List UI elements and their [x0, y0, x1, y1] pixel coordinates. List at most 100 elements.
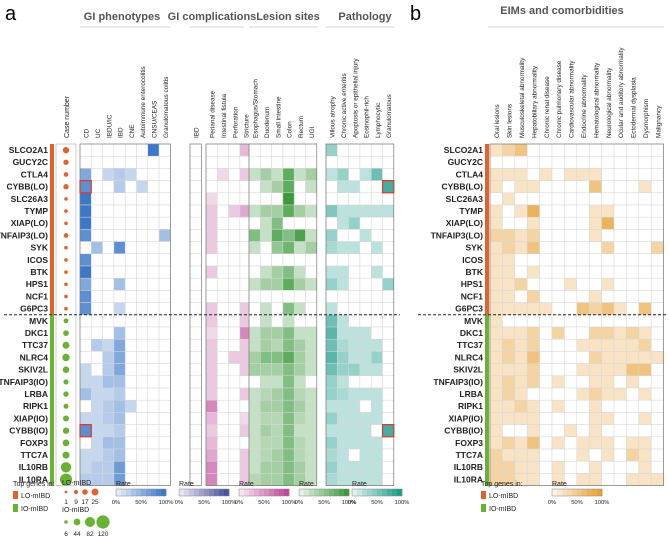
gene-label: ICOS [462, 255, 483, 265]
heatmap-cell [348, 241, 361, 255]
heatmap-cell [217, 290, 229, 303]
heatmap-cell [113, 375, 126, 389]
heatmap-cell [526, 155, 540, 169]
heatmap-cell [650, 351, 664, 364]
heatmap-cell [293, 363, 306, 377]
gene-group-bar-segment [50, 229, 54, 242]
heatmap-cell [526, 253, 540, 267]
heatmap-cell [205, 180, 218, 194]
gene-label: SLC26A3 [11, 194, 49, 204]
gene-group-bar-segment [50, 217, 54, 230]
heatmap-cell [502, 155, 516, 169]
heatmap-cell [79, 180, 92, 194]
heatmap-cell [189, 253, 202, 267]
heatmap-cell [370, 314, 383, 328]
heatmap-cell [348, 363, 361, 377]
heatmap-cell [489, 351, 503, 364]
heatmap-cell [514, 460, 528, 474]
heatmap-cell [158, 168, 171, 181]
heatmap-cell [514, 424, 528, 438]
heatmap-cell [359, 168, 372, 181]
gene-label: IL10RA [454, 474, 483, 484]
heatmap-cell [147, 424, 160, 438]
column-header: IBD [118, 127, 125, 138]
heatmap-cell [588, 290, 602, 303]
heatmap-cell [205, 253, 218, 267]
heatmap-cell [489, 168, 503, 181]
heatmap-cell [124, 387, 137, 401]
heatmap-cell [601, 375, 615, 389]
heatmap-cell [489, 460, 503, 474]
rate-legend-border [115, 488, 167, 497]
rate-legend-step [199, 489, 205, 496]
gene-group-bar-segment [485, 241, 489, 255]
heatmap-cell [271, 387, 284, 401]
heatmap-cell [576, 253, 590, 267]
heatmap-cell [576, 241, 590, 255]
column-header: Small intestine [275, 96, 282, 138]
heatmap-cell [282, 473, 295, 486]
heatmap-cell [136, 253, 149, 267]
gene-label: DKC1 [460, 328, 483, 338]
heatmap-cell [136, 241, 149, 255]
heatmap-cell [158, 424, 171, 438]
heatmap-cell [539, 326, 553, 340]
heatmap-cell [514, 387, 528, 401]
heatmap-cell [539, 424, 553, 438]
heatmap-cell [502, 424, 516, 438]
heatmap-cell [102, 326, 115, 340]
heatmap-cell [576, 168, 590, 181]
heatmap-cell [91, 216, 103, 230]
heatmap-cell [113, 436, 126, 450]
heatmap-cell [113, 290, 126, 303]
gene-label: NCF1 [461, 291, 483, 301]
rate-legend-step [259, 489, 265, 496]
heatmap-cell [260, 241, 272, 255]
gene-group-bar-segment [50, 339, 54, 352]
heatmap-cell [305, 351, 318, 364]
heatmap-cell [205, 326, 218, 340]
heatmap-cell [325, 436, 338, 450]
heatmap-cell [514, 168, 528, 181]
heatmap-cell [217, 363, 229, 377]
heatmap-cell [382, 436, 395, 450]
rate-legend-step [314, 489, 320, 496]
heatmap-cell [293, 180, 306, 194]
heatmap-cell [293, 387, 306, 401]
gene-group-bar-segment [485, 229, 489, 242]
gene-label: TTC37 [22, 340, 48, 350]
heatmap-cell [489, 265, 503, 279]
heatmap-cell [113, 229, 126, 242]
heatmap-cell [189, 302, 202, 316]
heatmap-cell [359, 387, 372, 401]
heatmap-cell [613, 180, 627, 194]
heatmap-cell [650, 277, 664, 291]
heatmap-cell [205, 155, 218, 169]
heatmap-cell [370, 143, 383, 157]
heatmap-cell [576, 314, 590, 328]
heatmap-cell [124, 229, 137, 242]
heatmap-cell [79, 216, 92, 230]
rate-legend-tick: 0% [348, 500, 356, 506]
heatmap-cell [638, 412, 652, 425]
heatmap-cell [91, 473, 103, 486]
heatmap-cell [539, 412, 553, 425]
heatmap-cell [248, 155, 261, 169]
heatmap-cell [147, 204, 160, 218]
heatmap-cell [348, 436, 361, 450]
heatmap-cell [136, 448, 149, 462]
heatmap-cell [305, 168, 318, 181]
heatmap-cell [576, 351, 590, 364]
heatmap-cell [228, 448, 241, 462]
gene-group-bar-segment [50, 314, 54, 328]
gene-group-bar-segment [485, 278, 489, 291]
heatmap-cell [626, 363, 640, 377]
heatmap-cell [626, 204, 640, 218]
heatmap-cell [124, 290, 137, 303]
heatmap-cell [613, 216, 627, 230]
heatmap-cell [348, 375, 361, 389]
heatmap-cell [601, 412, 615, 425]
heatmap-cell [382, 375, 395, 389]
heatmap-cell [91, 168, 103, 181]
heatmap-cell [325, 229, 338, 242]
